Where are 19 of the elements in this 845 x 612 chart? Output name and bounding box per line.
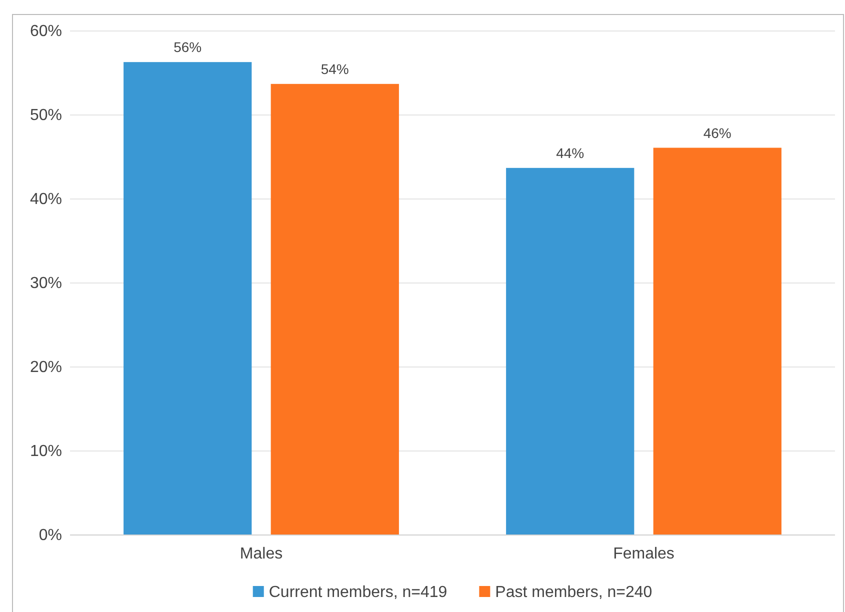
y-tick-label: 10% bbox=[30, 443, 62, 460]
y-tick-label: 40% bbox=[30, 191, 62, 208]
data-label: 54% bbox=[320, 60, 349, 77]
data-label: 56% bbox=[174, 39, 202, 56]
bar bbox=[124, 62, 252, 535]
x-tick-label: Females bbox=[613, 545, 674, 562]
y-tick-label: 30% bbox=[30, 275, 62, 292]
bar bbox=[653, 148, 782, 535]
legend-label: Past members, n=240 bbox=[495, 584, 652, 601]
legend-label: Current members, n=419 bbox=[268, 584, 448, 601]
y-tick-label: 60% bbox=[30, 23, 62, 40]
y-tick-label: 50% bbox=[30, 107, 62, 124]
data-label: 44% bbox=[556, 144, 584, 161]
y-tick-label: 0% bbox=[38, 527, 62, 544]
bar bbox=[506, 168, 634, 535]
y-tick-label: 20% bbox=[30, 359, 62, 376]
data-label: 46% bbox=[703, 124, 732, 141]
x-tick-label: Males bbox=[240, 545, 283, 562]
bar bbox=[270, 84, 399, 535]
